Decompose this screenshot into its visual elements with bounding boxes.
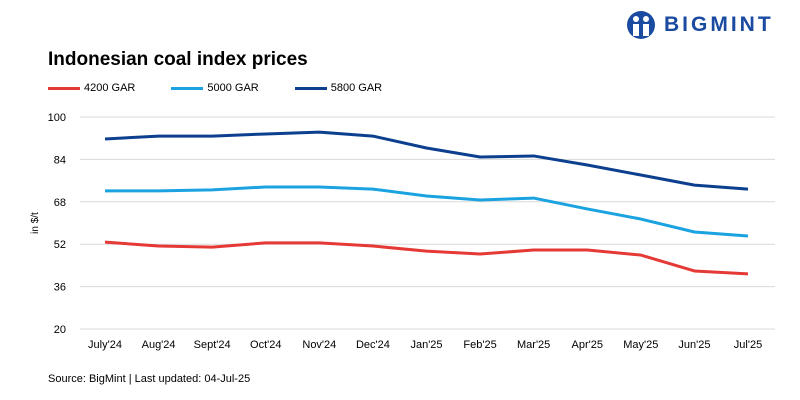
legend-swatch: [294, 86, 327, 90]
y-axis-label: in $/t: [30, 212, 41, 234]
legend-label: 4200 GAR: [84, 82, 136, 94]
x-tick-label: Nov'24: [302, 339, 336, 351]
x-tick-label: Jun'25: [678, 339, 710, 351]
x-tick-label: Oct'24: [250, 339, 281, 351]
legend-item-4200: 4200 GAR: [48, 82, 135, 94]
series-line-5800-gar: [104, 130, 749, 191]
legend-label: 5800 GAR: [330, 82, 383, 94]
legend-label: 5000 GAR: [207, 82, 259, 94]
y-tick-label: 36: [54, 282, 66, 294]
legend-swatch: [48, 86, 80, 90]
bigmint-logo-icon: [627, 11, 655, 39]
legend-swatch: [171, 86, 204, 90]
chart-title: Indonesian coal index prices: [48, 49, 308, 70]
x-tick-label: Sept'24: [194, 339, 231, 351]
y-tick-label: 84: [54, 154, 66, 166]
x-tick-label: Feb'25: [463, 339, 496, 351]
x-tick-label: Jul'25: [734, 339, 762, 351]
y-tick-label: 100: [48, 112, 66, 124]
source-note: Source: BigMint | Last updated: 04-Jul-2…: [48, 373, 251, 385]
y-tick-label: 52: [54, 239, 66, 251]
x-tick-label: Dec'24: [356, 339, 390, 351]
x-tick-label: Mar'25: [517, 339, 550, 351]
bigmint-logo: BIGMINT: [626, 10, 774, 40]
legend-item-5800: 5800 GAR: [294, 82, 383, 94]
y-tick-label: 68: [54, 197, 66, 209]
x-tick-label: Jan'25: [410, 339, 442, 351]
x-tick-label: Apr'25: [572, 339, 603, 351]
series-line-5000-gar: [105, 185, 749, 238]
x-tick-label: Aug'24: [142, 339, 176, 351]
brand-name: BIGMINT: [664, 13, 774, 36]
series-line-4200-gar: [104, 240, 749, 276]
legend-item-5000: 5000 GAR: [171, 82, 259, 94]
x-tick-label: May'25: [623, 339, 658, 351]
x-tick-label: July'24: [88, 339, 122, 351]
legend: 4200 GAR 5000 GAR 5800 GAR: [48, 82, 418, 94]
y-tick-label: 20: [54, 324, 66, 336]
